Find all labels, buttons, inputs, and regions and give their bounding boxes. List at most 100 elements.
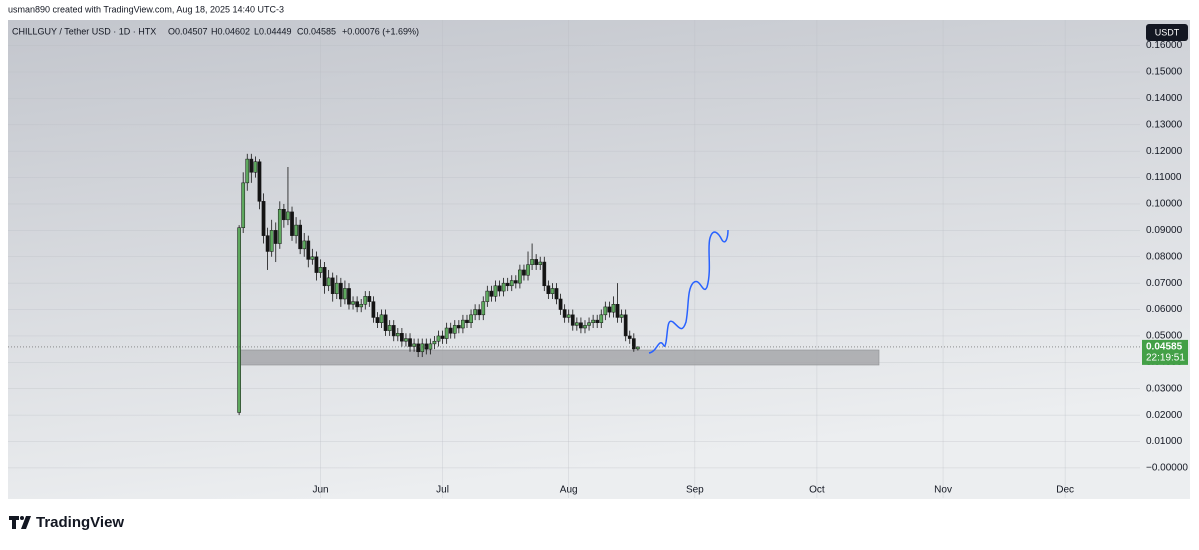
candle-body	[294, 224, 298, 236]
chart-background	[8, 20, 1190, 499]
candle-body	[534, 259, 539, 265]
candle-body	[375, 317, 380, 323]
candle-body	[530, 259, 534, 265]
y-tick-label: 0.12000	[1146, 146, 1183, 157]
candle-body	[347, 288, 351, 305]
candle-body	[481, 301, 486, 316]
candle-body	[310, 256, 315, 260]
candle-body	[448, 327, 453, 334]
candle-body	[631, 338, 636, 350]
candle-body	[599, 314, 604, 323]
candle-body	[282, 208, 286, 221]
y-tick-label: 0.03000	[1146, 383, 1183, 394]
x-tick-label: Aug	[560, 485, 578, 496]
candle-body	[587, 322, 591, 326]
countdown: 22:19:51	[1146, 353, 1185, 364]
candle-body	[505, 282, 510, 287]
x-tick-label: Sep	[686, 485, 704, 496]
y-tick-label: −0.00000	[1146, 463, 1188, 474]
candle-body	[351, 301, 355, 305]
candle-body	[363, 296, 368, 305]
candle-body	[273, 230, 278, 244]
candle-body	[412, 343, 416, 347]
support-zone	[239, 349, 880, 366]
candle-body	[318, 267, 323, 273]
candle-body	[554, 288, 559, 300]
candle-body	[595, 319, 600, 323]
candle-body	[501, 282, 506, 292]
candle-body	[615, 304, 620, 318]
currency-button[interactable]	[1146, 24, 1188, 41]
candle-body	[379, 314, 384, 323]
candle-body	[253, 161, 258, 173]
candle-body	[249, 158, 254, 173]
candle-body	[607, 306, 612, 313]
candle-body	[436, 335, 441, 342]
candle-body	[241, 182, 246, 228]
y-tick-label: 0.08000	[1146, 251, 1183, 262]
candle-body	[330, 277, 335, 294]
candle-body	[562, 309, 567, 318]
ohlc-value: O0.04507	[168, 26, 208, 36]
candle-body	[513, 280, 518, 284]
y-tick-label: 0.05000	[1146, 331, 1183, 342]
candle-body	[461, 319, 465, 329]
candle-body	[416, 343, 421, 353]
candle-body	[367, 296, 372, 302]
candle-body	[371, 301, 376, 318]
candle-body	[355, 301, 359, 308]
candle-body	[302, 240, 307, 250]
candle-body	[493, 285, 498, 297]
candle-body	[404, 338, 408, 342]
candle-body	[424, 343, 429, 350]
candle-body	[591, 319, 595, 323]
candle-body	[636, 346, 640, 350]
candle-body	[387, 325, 392, 331]
y-tick-label: 0.02000	[1146, 410, 1183, 421]
plot	[8, 153, 1140, 416]
y-tick-label: 0.13000	[1146, 119, 1183, 130]
candle-body	[546, 285, 551, 294]
ohlc-value: H0.04602	[211, 26, 250, 36]
candle-body	[550, 288, 555, 294]
x-tick-label: Jul	[436, 485, 449, 496]
candle-body	[456, 325, 461, 329]
candle-body	[269, 230, 274, 252]
candle-body	[611, 304, 616, 313]
candle-body	[469, 314, 473, 323]
candle-body	[583, 325, 587, 329]
candle-body	[314, 256, 319, 273]
candle-body	[338, 282, 343, 300]
candle-body	[326, 277, 331, 287]
candle-body	[452, 325, 457, 334]
candle-body	[306, 240, 311, 260]
candle-body	[518, 269, 522, 284]
y-tick-label: 0.16000	[1146, 40, 1183, 51]
candle-body	[538, 261, 543, 265]
last-price-tag	[1142, 339, 1188, 365]
symbol-info: CHILLGUY / Tether USD · 1D · HTX	[12, 26, 156, 36]
candle-body	[566, 314, 571, 318]
candle-body	[298, 224, 303, 250]
last-price-label: 0.04585	[1146, 342, 1183, 353]
brand-logo	[9, 516, 31, 529]
axes: −0.000000.010000.020000.030000.040000.05…	[312, 40, 1188, 495]
candle-body	[627, 335, 632, 339]
candle-body	[558, 298, 563, 310]
projection-drawing	[648, 229, 729, 354]
candle-body	[286, 211, 290, 221]
ohlc-values: O0.04507 H0.04602 L0.04449 C0.04585 +0.00076…	[168, 26, 419, 36]
candle-body	[485, 290, 490, 302]
x-tick-label: Dec	[1056, 485, 1074, 496]
candle-body	[542, 261, 547, 287]
x-tick-label: Oct	[809, 485, 825, 496]
y-tick-label: 0.10000	[1146, 199, 1183, 210]
x-tick-label: Jun	[312, 485, 328, 496]
candle-body	[343, 288, 347, 300]
candle-body	[509, 280, 514, 287]
candle-body	[603, 306, 608, 316]
y-tick-label: 0.07000	[1146, 278, 1183, 289]
candle-body	[408, 338, 412, 347]
